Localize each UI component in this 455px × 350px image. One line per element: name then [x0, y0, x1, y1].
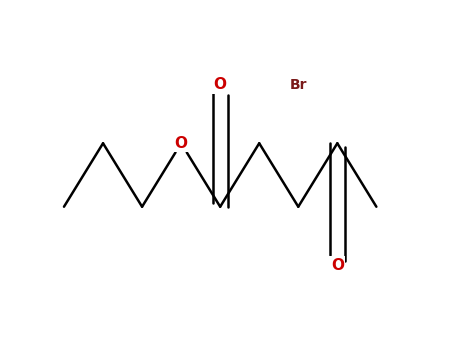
Text: O: O — [214, 77, 227, 92]
Text: Br: Br — [289, 78, 307, 92]
Text: O: O — [175, 136, 187, 151]
Text: O: O — [331, 258, 344, 273]
